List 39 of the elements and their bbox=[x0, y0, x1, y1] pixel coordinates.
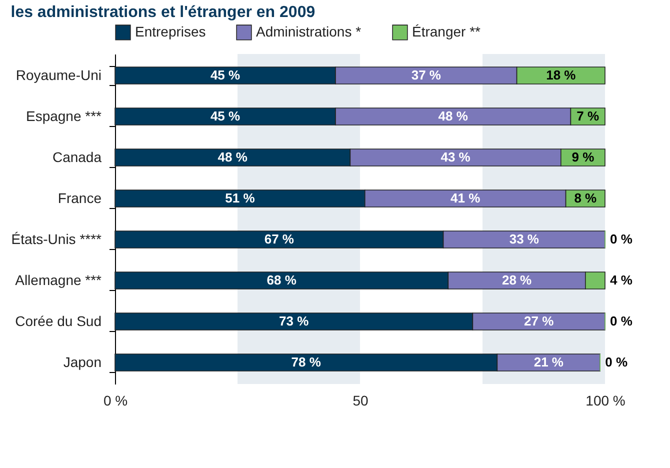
data-label: 28 % bbox=[502, 272, 532, 288]
data-label: 4 % bbox=[610, 272, 633, 288]
data-label: 68 % bbox=[266, 272, 297, 288]
x-tick-label: 50 bbox=[352, 392, 368, 408]
data-label: 48 % bbox=[218, 150, 248, 165]
y-tick-label: Allemagne *** bbox=[15, 272, 102, 288]
data-label: 41 % bbox=[450, 190, 481, 206]
data-label: 7 % bbox=[576, 108, 600, 124]
data-label: 67 % bbox=[264, 231, 294, 246]
data-label: 33 % bbox=[509, 231, 540, 246]
data-label: 51 % bbox=[225, 190, 256, 206]
data-label: 0 % bbox=[605, 354, 628, 370]
y-tick-label: Corée du Sud bbox=[15, 312, 102, 329]
y-tick-label: États-Unis **** bbox=[11, 230, 102, 247]
data-label: 18 % bbox=[546, 68, 576, 83]
data-label: 0 % bbox=[610, 231, 633, 246]
data-label: 9 % bbox=[572, 150, 595, 165]
data-label: 45 % bbox=[210, 68, 240, 83]
data-label: 27 % bbox=[524, 313, 554, 328]
legend-label: Entreprises bbox=[135, 23, 206, 40]
y-tick-label: Espagne *** bbox=[26, 108, 102, 124]
data-label: 45 % bbox=[210, 108, 240, 124]
data-label: 8 % bbox=[574, 190, 598, 206]
data-label: 0 % bbox=[610, 313, 633, 328]
x-tick-label: 100 % bbox=[586, 392, 626, 408]
data-label: 37 % bbox=[411, 68, 442, 83]
legend-label: Étranger ** bbox=[412, 23, 482, 40]
x-tick-label: 0 % bbox=[103, 392, 128, 408]
y-tick-label: Royaume-Uni bbox=[16, 67, 102, 84]
y-tick-label: Japon bbox=[63, 354, 102, 370]
data-label: 73 % bbox=[279, 313, 310, 328]
legend-label: Administrations * bbox=[256, 23, 362, 40]
y-tick-label: Canada bbox=[52, 149, 102, 166]
data-label: 21 % bbox=[534, 354, 564, 370]
y-tick-label: France bbox=[58, 190, 102, 206]
data-label: 78 % bbox=[291, 354, 322, 370]
data-label: 43 % bbox=[440, 150, 471, 165]
data-label: 48 % bbox=[438, 108, 468, 124]
chart-title: les administrations et l'étranger en 2009 bbox=[10, 4, 316, 21]
